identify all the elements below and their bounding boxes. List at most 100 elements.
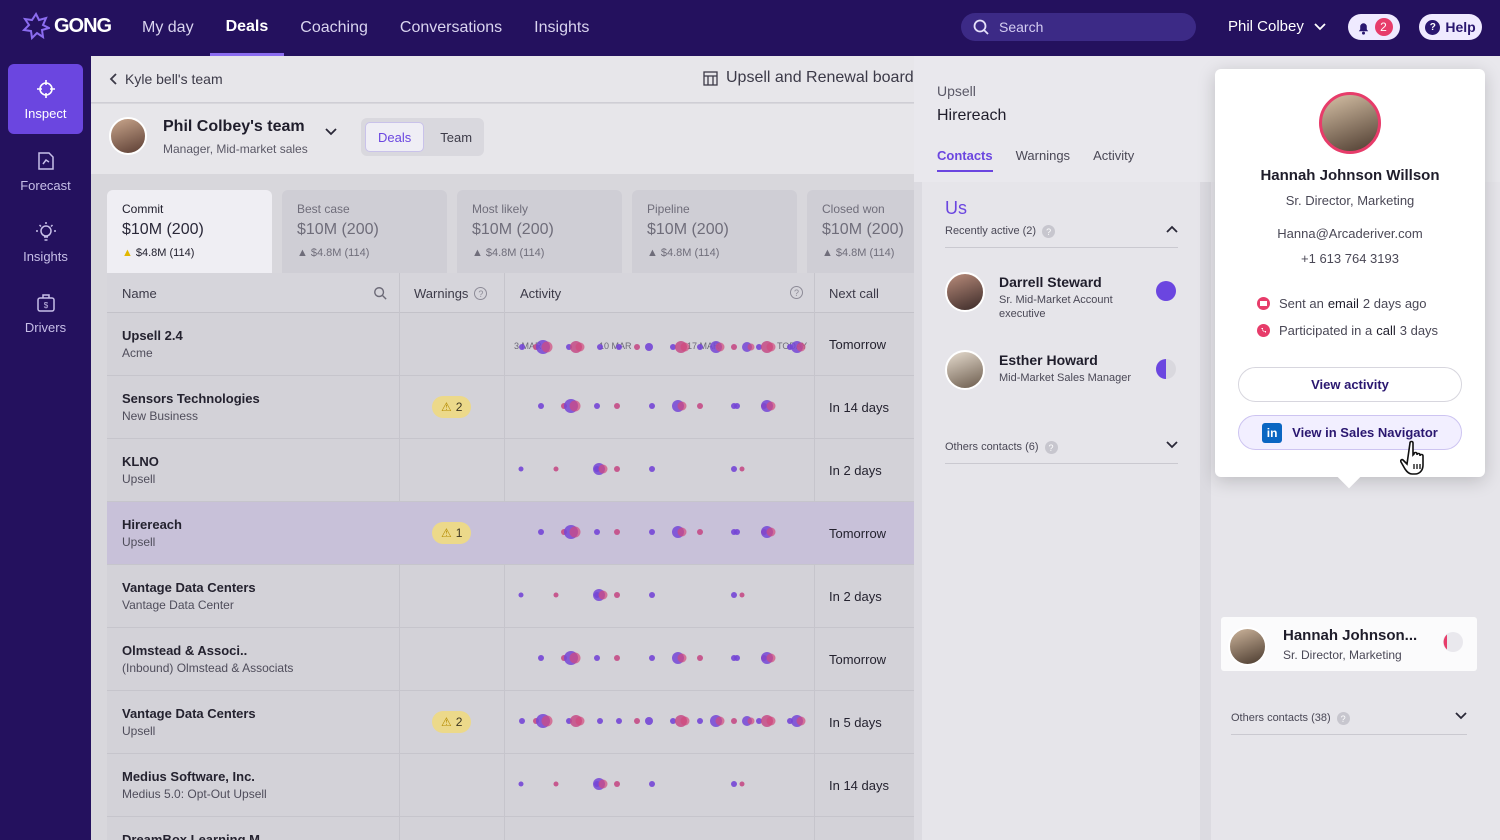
activity-dot[interactable]	[680, 342, 690, 352]
table-row[interactable]: Medius Software, Inc. Medius 5.0: Opt-Out…	[107, 754, 914, 817]
sales-navigator-button[interactable]: in View in Sales Navigator	[1238, 415, 1462, 450]
activity-dot[interactable]	[756, 344, 762, 350]
activity-dot[interactable]	[553, 592, 559, 598]
tab-deals[interactable]: Deals	[365, 122, 425, 152]
contact-darrell-steward[interactable]: Darrell Steward Sr. Mid-Market Account e…	[945, 272, 1185, 322]
activity-dot[interactable]	[614, 592, 620, 598]
activity-dot[interactable]	[766, 716, 776, 726]
chevron-up-icon[interactable]	[1166, 225, 1178, 233]
activity-dot[interactable]	[747, 343, 755, 351]
table-row[interactable]: Hirereach Upsell ⚠ 1 Tomorrow	[107, 502, 914, 565]
activity-dot[interactable]	[598, 779, 608, 789]
activity-dot[interactable]	[541, 715, 553, 727]
contact-email[interactable]: Hanna@Arcaderiver.com	[1277, 226, 1423, 241]
table-row[interactable]: DreamBox Learning M..	[107, 817, 914, 840]
nav-my-day[interactable]: My day	[142, 19, 194, 36]
contact-esther-howard[interactable]: Esther Howard Mid-Market Sales Manager	[945, 350, 1185, 400]
table-row[interactable]: KLNO Upsell In 2 days	[107, 439, 914, 502]
info-icon[interactable]: ?	[1044, 441, 1058, 454]
activity-dot[interactable]	[715, 716, 725, 726]
activity-dot[interactable]	[645, 717, 653, 725]
activity-dot[interactable]	[569, 526, 581, 538]
activity-dot[interactable]	[518, 592, 524, 598]
gong-logo[interactable]: GONG	[22, 12, 112, 40]
activity-dot[interactable]	[697, 655, 703, 661]
activity-dot[interactable]	[715, 342, 725, 352]
warnings-badge[interactable]: ⚠ 1	[432, 522, 472, 544]
activity-dot[interactable]	[616, 718, 622, 724]
activity-dot[interactable]	[541, 341, 553, 353]
activity-dot[interactable]	[594, 529, 600, 535]
activity-dot[interactable]	[796, 716, 806, 726]
nav-deals[interactable]: Deals	[209, 0, 285, 56]
activity-dot[interactable]	[634, 718, 640, 724]
activity-dot[interactable]	[670, 344, 676, 350]
activity-dot[interactable]	[739, 592, 745, 598]
activity-dot[interactable]	[569, 652, 581, 664]
team-name[interactable]: Phil Colbey's team	[163, 118, 305, 135]
activity-dot[interactable]	[645, 343, 653, 351]
activity-dot[interactable]	[766, 342, 776, 352]
card-best-case[interactable]: Best case $10M (200) ▲ $4.8M (114)	[282, 190, 447, 273]
activity-dot[interactable]	[731, 592, 737, 598]
activity-dot[interactable]	[616, 344, 622, 350]
warnings-badge[interactable]: ⚠ 2	[432, 396, 472, 418]
activity-dot[interactable]	[598, 464, 608, 474]
activity-dot[interactable]	[731, 344, 737, 350]
card-most-likely[interactable]: Most likely $10M (200) ▲ $4.8M (114)	[457, 190, 622, 273]
user-menu[interactable]: Phil Colbey	[1228, 18, 1326, 35]
column-header-warnings[interactable]: Warnings?	[414, 286, 488, 301]
nav-conversations[interactable]: Conversations	[399, 19, 503, 36]
activity-dot[interactable]	[677, 401, 687, 411]
tab-warnings[interactable]: Warnings	[1015, 148, 1071, 163]
activity-dot[interactable]	[734, 529, 740, 535]
table-row[interactable]: Vantage Data Centers Vantage Data Center I…	[107, 565, 914, 628]
activity-dot[interactable]	[569, 400, 581, 412]
activity-dot[interactable]	[747, 717, 755, 725]
back-link[interactable]: Kyle bell's team	[109, 71, 223, 87]
activity-dot[interactable]	[614, 403, 620, 409]
activity-dot[interactable]	[649, 403, 655, 409]
board-selector[interactable]: Upsell and Renewal board	[703, 69, 914, 87]
activity-dot[interactable]	[518, 781, 524, 787]
activity-dot[interactable]	[766, 401, 776, 411]
activity-dot[interactable]	[538, 403, 544, 409]
activity-dot[interactable]	[649, 781, 655, 787]
activity-dot[interactable]	[538, 655, 544, 661]
others-contacts-customer[interactable]: Others contacts (38) ?	[1231, 712, 1467, 735]
chevron-down-icon[interactable]	[325, 128, 337, 136]
tab-team[interactable]: Team	[440, 129, 473, 145]
nav-insights[interactable]: Insights	[534, 19, 590, 36]
activity-dot[interactable]	[680, 716, 690, 726]
column-header-name[interactable]: Name	[122, 286, 157, 301]
activity-dot[interactable]	[697, 344, 703, 350]
activity-dot[interactable]	[731, 781, 737, 787]
activity-dot[interactable]	[677, 527, 687, 537]
activity-dot[interactable]	[519, 718, 525, 724]
sidebar-item-forecast[interactable]: Forecast	[8, 136, 83, 206]
card-commit[interactable]: Commit $10M (200) ▲ $4.8M (114)	[107, 190, 272, 273]
info-icon[interactable]: ?	[474, 287, 488, 300]
column-header-next-call[interactable]: Next call	[829, 286, 879, 301]
table-row[interactable]: Sensors Technologies New Business ⚠ 2 In 14 …	[107, 376, 914, 439]
tab-activity[interactable]: Activity	[1093, 148, 1135, 163]
activity-dot[interactable]	[594, 403, 600, 409]
tab-contacts[interactable]: Contacts	[937, 148, 993, 172]
activity-dot[interactable]	[739, 781, 745, 787]
activity-dot[interactable]	[614, 529, 620, 535]
activity-dot[interactable]	[677, 653, 687, 663]
contact-hannah-johnson[interactable]: Hannah Johnson... Sr. Director, Marketin…	[1221, 617, 1477, 671]
activity-dot[interactable]	[766, 527, 776, 537]
nav-coaching[interactable]: Coaching	[300, 19, 368, 36]
activity-dot[interactable]	[634, 344, 640, 350]
activity-dot[interactable]	[553, 781, 559, 787]
activity-dot[interactable]	[739, 466, 745, 472]
activity-dot[interactable]	[731, 718, 737, 724]
table-row[interactable]: Upsell 2.4 Acme Tomorrow	[107, 313, 914, 376]
activity-dot[interactable]	[766, 653, 776, 663]
notifications-button[interactable]: 2	[1348, 14, 1400, 40]
activity-dot[interactable]	[734, 655, 740, 661]
activity-dot[interactable]	[575, 342, 585, 352]
activity-dot[interactable]	[796, 342, 806, 352]
activity-dot[interactable]	[614, 781, 620, 787]
